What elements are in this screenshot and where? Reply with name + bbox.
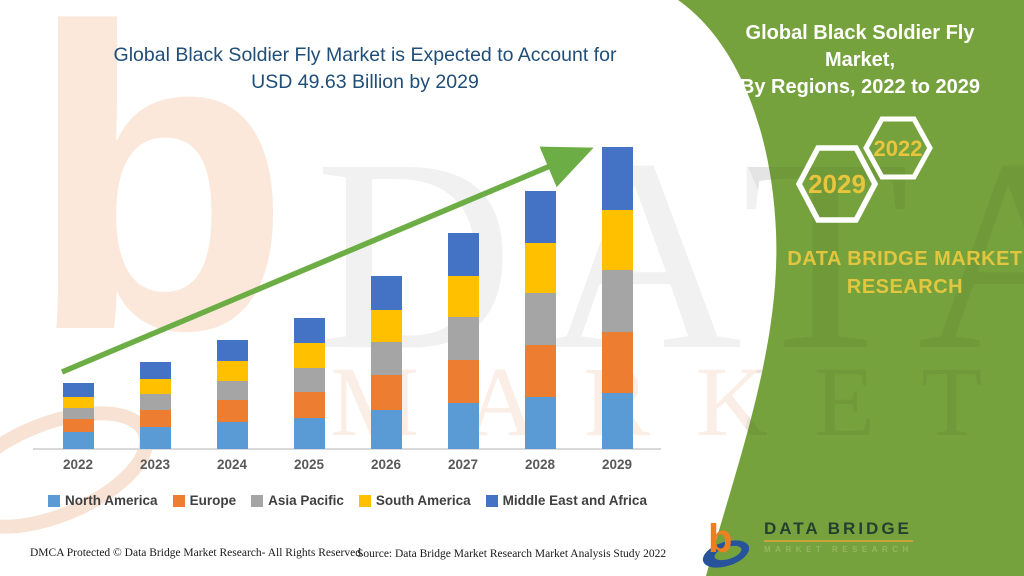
bar-segment — [216, 422, 248, 449]
legend-item: Europe — [172, 493, 237, 508]
chart-title-line1: Global Black Soldier Fly Market is Expec… — [113, 44, 617, 66]
x-tick-2022: 2022 — [62, 457, 94, 472]
legend-swatch — [251, 494, 264, 507]
bar-segment — [62, 418, 94, 432]
bar-segment — [601, 270, 633, 333]
legend-label: Europe — [189, 493, 237, 508]
bar-segment — [62, 432, 94, 449]
bar-segment — [524, 292, 556, 346]
x-tick-2026: 2026 — [370, 457, 402, 472]
panel-title: Global Black Soldier Fly Market, By Regi… — [710, 20, 1010, 101]
legend-swatch — [48, 494, 61, 507]
bar-segment — [62, 383, 94, 397]
legend-item: South America — [358, 493, 471, 508]
x-tick-2028: 2028 — [524, 457, 556, 472]
brand-line2: RESEARCH — [846, 276, 964, 298]
x-tick-2029: 2029 — [601, 457, 633, 472]
hexagon-badges: 2022 2029 — [795, 116, 933, 223]
bar-2022 — [62, 383, 94, 449]
bar-segment — [601, 209, 633, 271]
bar-segment — [293, 367, 325, 392]
legend-swatch — [485, 494, 498, 507]
x-axis-line — [33, 448, 661, 450]
hexagon-2029 — [795, 145, 879, 223]
bar-segment — [216, 361, 248, 381]
bar-segment — [216, 340, 248, 362]
bar-segment — [601, 146, 633, 210]
bar-segment — [524, 345, 556, 397]
chart-title: Global Black Soldier Fly Market is Expec… — [40, 42, 690, 96]
panel-title-line2: By Regions, 2022 to 2029 — [739, 76, 981, 98]
legend-swatch — [172, 494, 185, 507]
legend-label: Middle East and Africa — [502, 493, 647, 508]
brand-line1: DATA BRIDGE MARKET — [787, 248, 1023, 270]
legend-label: North America — [65, 493, 158, 508]
bar-segment — [524, 396, 556, 449]
x-tick-2024: 2024 — [216, 457, 248, 472]
bar-segment — [293, 391, 325, 418]
bar-segment — [216, 400, 248, 423]
bar-segment — [370, 375, 402, 411]
bar-segment — [293, 343, 325, 368]
legend: North America Europe Asia Pacific South Ame… — [25, 493, 670, 508]
bar-segment — [370, 341, 402, 376]
bar-segment — [370, 309, 402, 342]
source-note: Source: Data Bridge Market Research Mark… — [357, 548, 667, 560]
logo-subtext: MARKET RESEARCH — [764, 545, 913, 554]
bar-2026 — [370, 276, 402, 449]
bar-segment — [139, 427, 171, 449]
bar-segment — [447, 402, 479, 449]
hexagon-2022-label: 2022 — [874, 136, 923, 161]
x-tick-2027: 2027 — [447, 457, 479, 472]
legend-item: Asia Pacific — [251, 493, 344, 508]
bar-segment — [293, 318, 325, 344]
bar-segment — [139, 361, 171, 380]
x-tick-2025: 2025 — [293, 457, 325, 472]
bar-segment — [447, 317, 479, 360]
bar-segment — [216, 380, 248, 401]
bar-segment — [370, 410, 402, 449]
x-tick-2023: 2023 — [139, 457, 171, 472]
bar-segment — [601, 332, 633, 393]
databridge-logo: b DATA BRIDGE MARKET RESEARCH — [700, 518, 913, 568]
panel-title-line1: Global Black Soldier Fly Market, — [745, 22, 975, 71]
legend-item: North America — [48, 493, 158, 508]
bar-2024 — [216, 340, 248, 449]
bar-segment — [139, 409, 171, 428]
logo-name: DATA BRIDGE — [764, 520, 913, 542]
bar-segment — [139, 394, 171, 410]
svg-text:b: b — [708, 518, 732, 561]
bar-segment — [62, 396, 94, 408]
hexagon-2022 — [863, 116, 933, 180]
bar-segment — [139, 379, 171, 395]
bar-segment — [601, 393, 633, 449]
legend-swatch — [358, 494, 371, 507]
bar-segment — [293, 418, 325, 449]
legend-label: Asia Pacific — [268, 493, 344, 508]
bar-2023 — [139, 361, 171, 449]
legend-label: South America — [375, 493, 471, 508]
bar-segment — [447, 359, 479, 403]
chart-title-line2: USD 49.63 Billion by 2029 — [251, 71, 479, 93]
bar-2025 — [293, 318, 325, 449]
legend-item: Middle East and Africa — [485, 493, 647, 508]
databridge-logo-mark: b — [702, 518, 750, 568]
hexagon-2029-label: 2029 — [808, 169, 866, 199]
brand-wordmark: DATA BRIDGE MARKET RESEARCH — [770, 245, 1024, 301]
bar-segment — [62, 407, 94, 419]
dmca-notice: DMCA Protected © Data Bridge Market Rese… — [30, 547, 364, 559]
bar-2029 — [601, 146, 633, 449]
